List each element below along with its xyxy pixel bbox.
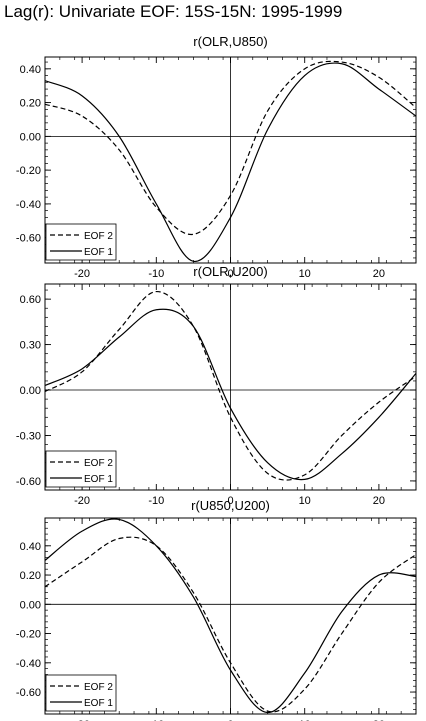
x-tick-label: 10 — [299, 268, 311, 280]
y-tick-label: 0.00 — [20, 385, 41, 397]
y-tick-label: -0.60 — [16, 233, 41, 245]
plot-frame — [44, 56, 417, 264]
legend-box — [45, 223, 117, 261]
x-tick-label: -20 — [74, 495, 90, 507]
y-tick-label: 0.20 — [20, 570, 41, 582]
y-tick-label: -0.40 — [16, 658, 41, 670]
y-tick-label: 0.20 — [20, 98, 41, 110]
legend-label: EOF 2 — [84, 231, 113, 242]
chart-title: r(OLR,U200) — [193, 264, 267, 279]
y-tick-label: 0.00 — [20, 599, 41, 611]
plot-frame — [44, 283, 417, 491]
y-tick-label: -0.40 — [16, 199, 41, 211]
x-tick-label: 20 — [373, 719, 385, 721]
x-tick-label: 0 — [227, 719, 233, 721]
series-line-eof-1 — [45, 308, 416, 481]
x-tick-label: -10 — [148, 719, 164, 721]
y-tick-label: 0.40 — [20, 64, 41, 76]
legend-label: EOF 2 — [84, 682, 113, 693]
y-tick-label: -0.20 — [16, 165, 41, 177]
y-tick-label: 0.60 — [20, 294, 41, 306]
legend-label: EOF 1 — [84, 698, 113, 709]
legend-label: EOF 1 — [84, 247, 113, 258]
legend-label: EOF 1 — [84, 474, 113, 485]
x-tick-label: 10 — [299, 719, 311, 721]
series-line-eof-2 — [45, 536, 416, 713]
chart-panel-u850-u200: r(U850,U200) -20 -10 0 10 20 0.40 0.20 0.00 -0.20… — [16, 498, 417, 721]
legend-box — [45, 674, 117, 712]
y-tick-label: 0.40 — [20, 541, 41, 553]
y-tick-label: -0.60 — [16, 476, 41, 488]
series-line-eof-2 — [45, 60, 416, 235]
y-tick-label: -0.30 — [16, 430, 41, 442]
legend-label: EOF 2 — [84, 458, 113, 469]
chart-panel-olr-u200: r(OLR,U200) -20 -10 0 10 20 0.60 0.30 0.00 -0.30 -… — [16, 264, 417, 507]
legend-box — [45, 450, 117, 488]
x-tick-label: 0 — [227, 268, 233, 280]
chart-panel-olr-u850: r(OLR,U850) -20 -10 0 10 20 0.40 0.20 0.00 -0.20 -… — [16, 34, 417, 280]
main-title: Lag(r): Univariate EOF: 15S-15N: 1995-19… — [4, 2, 343, 21]
y-tick-label: 0.30 — [20, 340, 41, 352]
x-tick-label: -10 — [148, 495, 164, 507]
x-tick-label: 10 — [299, 495, 311, 507]
chart-title: r(OLR,U850) — [193, 34, 267, 49]
y-tick-label: -0.20 — [16, 629, 41, 641]
x-tick-label: 0 — [227, 495, 233, 507]
series-line-eof-2 — [45, 290, 416, 481]
x-tick-label: 20 — [373, 495, 385, 507]
y-tick-label: 0.00 — [20, 131, 41, 143]
x-tick-label: -20 — [74, 719, 90, 721]
series-line-eof-1 — [45, 518, 416, 714]
x-tick-label: 20 — [373, 268, 385, 280]
series-line-eof-1 — [45, 62, 416, 262]
plot-frame — [44, 517, 417, 715]
x-tick-label: -10 — [148, 268, 164, 280]
y-tick-label: -0.60 — [16, 687, 41, 699]
x-tick-label: -20 — [74, 268, 90, 280]
chart-title: r(U850,U200) — [191, 498, 270, 513]
